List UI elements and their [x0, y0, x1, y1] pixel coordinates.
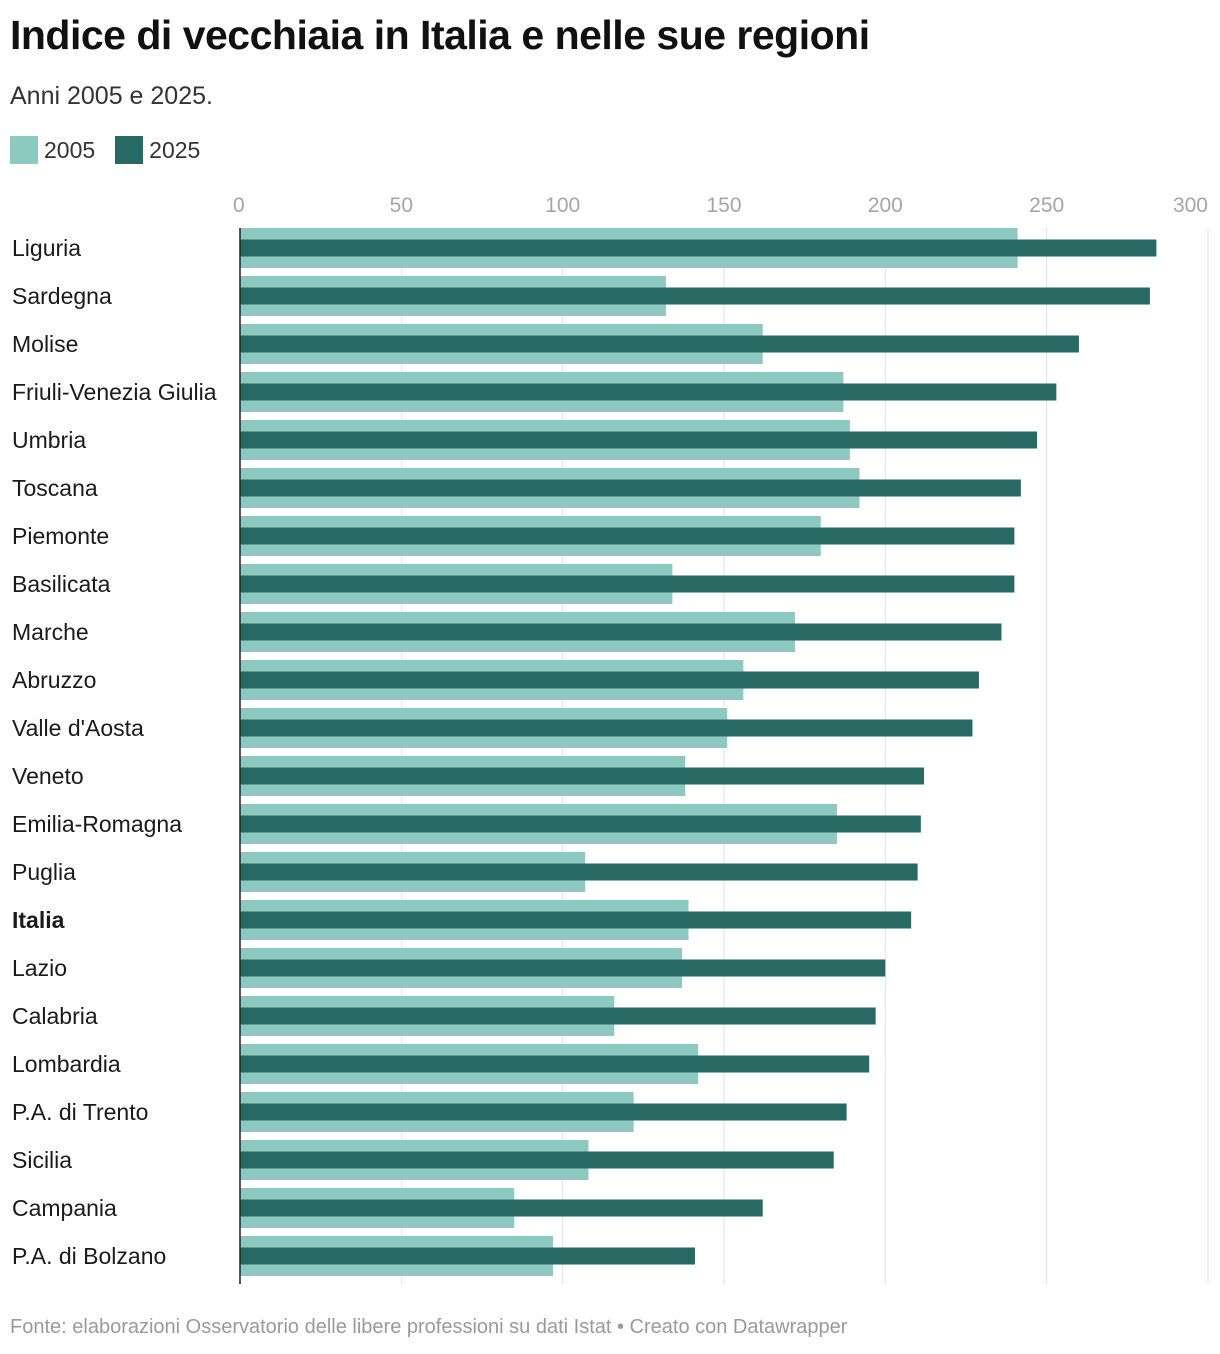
bar-2025-basilicata — [240, 575, 1015, 593]
category-label-emilia-romagna: Emilia-Romagna — [12, 811, 182, 837]
bar-2025-puglia — [240, 863, 918, 881]
legend-label-2005: 2005 — [44, 136, 96, 163]
bar-2025-p-a-di-trento — [240, 1103, 847, 1121]
bar-2025-veneto — [240, 767, 925, 785]
x-tick-label-0: 0 — [233, 194, 245, 217]
bar-chart: 0 50 100 150 200 250 300 Liguria Sardegna Molise F… — [12, 194, 1209, 1284]
category-label-sicilia: Sicilia — [12, 1147, 72, 1173]
legend-item-2005: 2005 — [10, 136, 95, 164]
bar-2025-campania — [240, 1199, 763, 1217]
x-tick-label-150: 150 — [706, 194, 741, 217]
category-label-marche: Marche — [12, 619, 89, 645]
bar-2025-toscana — [240, 479, 1021, 497]
bar-2025-lazio — [240, 959, 886, 977]
category-label-valle-d-aosta: Valle d'Aosta — [12, 715, 144, 741]
category-label-puglia: Puglia — [12, 859, 76, 885]
bar-2025-p-a-di-bolzano — [240, 1247, 695, 1265]
x-tick-label-200: 200 — [868, 194, 903, 217]
category-label-lombardia: Lombardia — [12, 1051, 121, 1077]
bar-2025-piemonte — [240, 527, 1015, 545]
chart-title: Indice di vecchiaia in Italia e nelle su… — [10, 12, 870, 58]
legend: 2005 2025 — [10, 136, 220, 164]
bar-2025-friuli-venezia-giulia — [240, 383, 1057, 401]
category-label-campania: Campania — [12, 1195, 117, 1221]
legend-swatch-2025 — [115, 136, 144, 164]
category-label-basilicata: Basilicata — [12, 571, 111, 597]
bar-2025-lombardia — [240, 1055, 870, 1073]
x-tick-label-250: 250 — [1029, 194, 1064, 217]
category-label-lazio: Lazio — [12, 955, 67, 981]
category-label-veneto: Veneto — [12, 763, 84, 789]
bar-2025-italia — [240, 911, 912, 929]
category-label-liguria: Liguria — [12, 235, 81, 261]
bar-2025-emilia-romagna — [240, 815, 921, 833]
category-label-molise: Molise — [12, 331, 78, 357]
chart-subtitle: Anni 2005 e 2025. — [10, 82, 213, 110]
category-label-friuli-venezia-giulia: Friuli-Venezia Giulia — [12, 379, 217, 405]
bar-2025-molise — [240, 335, 1079, 353]
x-tick-label-100: 100 — [545, 194, 580, 217]
category-label-italia: Italia — [12, 907, 65, 933]
legend-swatch-2005 — [10, 136, 38, 164]
bar-2025-sicilia — [240, 1151, 834, 1169]
category-label-sardegna: Sardegna — [12, 283, 112, 309]
source-footer: Fonte: elaborazioni Osservatorio delle l… — [10, 1316, 848, 1338]
bar-2025-valle-d-aosta — [240, 719, 973, 737]
bar-2025-umbria — [240, 431, 1037, 449]
legend-item-2025: 2025 — [115, 136, 200, 164]
x-tick-label-50: 50 — [390, 194, 413, 217]
bar-2025-calabria — [240, 1007, 876, 1025]
category-label-p-a-di-bolzano: P.A. di Bolzano — [12, 1243, 166, 1269]
category-label-toscana: Toscana — [12, 475, 98, 501]
legend-label-2025: 2025 — [149, 136, 201, 163]
x-tick-label-300: 300 — [1173, 194, 1208, 217]
bar-2025-sardegna — [240, 287, 1150, 305]
bar-2025-liguria — [240, 239, 1157, 257]
bar-2025-marche — [240, 623, 1002, 641]
category-label-abruzzo: Abruzzo — [12, 667, 96, 693]
category-label-piemonte: Piemonte — [12, 523, 109, 549]
category-label-umbria: Umbria — [12, 427, 86, 453]
bar-2025-abruzzo — [240, 671, 979, 689]
category-label-p-a-di-trento: P.A. di Trento — [12, 1099, 148, 1125]
category-label-calabria: Calabria — [12, 1003, 98, 1029]
